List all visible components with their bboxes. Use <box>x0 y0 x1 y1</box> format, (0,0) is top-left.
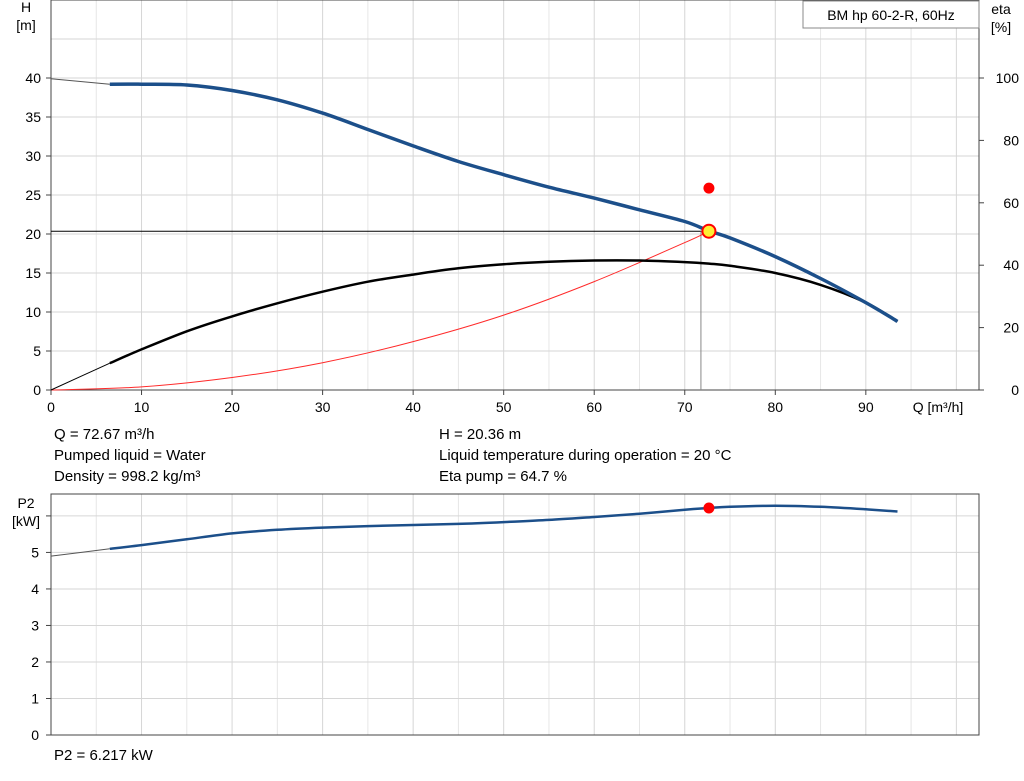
x-tick-label: 90 <box>858 399 874 415</box>
y-axis-label-p2: P2 [kW] <box>12 495 40 529</box>
y-left-tick-label: 30 <box>25 148 41 164</box>
y-left-tick-label: 0 <box>33 382 41 398</box>
head-duty-point <box>701 223 717 239</box>
liquid-temperature-value: Liquid temperature during operation = 20… <box>439 447 732 464</box>
y-right-tick-label: 20 <box>1003 320 1019 336</box>
power-duty-point <box>703 502 715 514</box>
x-tick-label: 20 <box>224 399 240 415</box>
pump-label: BM hp 60-2-R, 60Hz <box>827 7 955 23</box>
top-chart-series <box>50 78 899 391</box>
efficiency-curve <box>109 259 899 365</box>
eta-pump-value: Eta pump = 64.7 % <box>439 468 567 485</box>
x-tick-label: 70 <box>677 399 693 415</box>
y-left-tick-label: 15 <box>25 265 41 281</box>
x-tick-label: 50 <box>496 399 512 415</box>
x-tick-label: 30 <box>315 399 331 415</box>
density-value: Density = 998.2 kg/m³ <box>54 468 201 485</box>
y-axis-label-h: H [m] <box>16 0 35 33</box>
p2-tick-label: 2 <box>31 654 39 670</box>
head-curve-extension <box>50 78 110 85</box>
x-tick-label: 40 <box>405 399 421 415</box>
head-curve <box>109 82 899 323</box>
p2-tick-label: 3 <box>31 617 39 633</box>
x-tick-label: 60 <box>586 399 602 415</box>
p2-value: P2 = 6.217 kW <box>54 747 153 764</box>
p2-tick-label: 5 <box>31 544 39 560</box>
efficiency-duty-point <box>703 182 715 194</box>
x-tick-label: 10 <box>134 399 150 415</box>
x-tick-label: 80 <box>768 399 784 415</box>
power-curve-extension <box>50 548 110 557</box>
y-right-tick-label: 80 <box>1003 132 1019 148</box>
head-value: H = 20.36 m <box>439 426 522 443</box>
pump-label-box: BM hp 60-2-R, 60Hz <box>802 0 980 29</box>
y-axis-label-eta: eta [%] <box>991 1 1011 35</box>
bottom-plot-frame <box>50 493 980 736</box>
top-chart-grid <box>51 0 979 390</box>
y-right-tick-label: 0 <box>1011 382 1019 398</box>
y-right-tick-label: 40 <box>1003 257 1019 273</box>
top-chart-tick-labels: 0 10 20 30 40 50 60 70 80 90 0 5 10 15 20 25 30 35 40 0 20 40… <box>25 70 1019 415</box>
y-right-tick-label: 100 <box>996 70 1020 86</box>
y-left-tick-label: 5 <box>33 343 41 359</box>
system-curve <box>50 230 710 391</box>
x-tick-label: 0 <box>47 399 55 415</box>
p2-tick-label: 0 <box>31 727 39 743</box>
y-left-tick-label: 20 <box>25 226 41 242</box>
y-right-tick-label: 60 <box>1003 195 1019 211</box>
y-left-tick-label: 25 <box>25 187 41 203</box>
y-left-tick-label: 10 <box>25 304 41 320</box>
p2-tick-label: 1 <box>31 690 39 706</box>
pumped-liquid-value: Pumped liquid = Water <box>54 447 206 464</box>
power-curve <box>109 504 898 551</box>
x-axis-label-q: Q [m³/h] <box>913 399 964 415</box>
y-left-tick-label: 40 <box>25 70 41 86</box>
flow-value: Q = 72.67 m³/h <box>54 426 155 443</box>
bottom-chart-series <box>50 502 898 557</box>
p2-tick-label: 4 <box>31 581 39 597</box>
bottom-chart-tick-labels: 0 1 2 3 4 5 <box>31 515 51 743</box>
efficiency-curve-extension <box>50 362 111 391</box>
bottom-chart-grid <box>51 494 979 735</box>
y-left-tick-label: 35 <box>25 109 41 125</box>
